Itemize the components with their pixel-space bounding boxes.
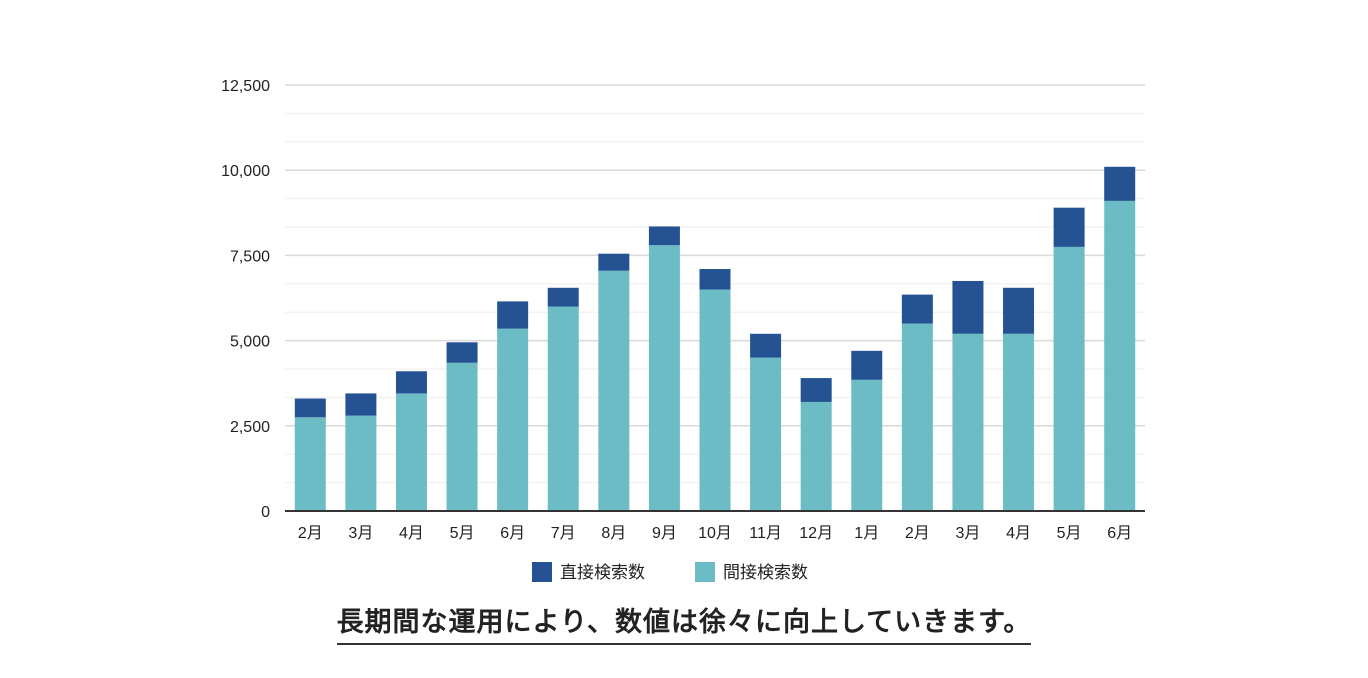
bar-segment-direct [1003, 287, 1035, 334]
legend-swatch-indirect [695, 562, 715, 582]
x-tick-label: 4月 [1006, 525, 1031, 542]
stacked-bar-chart: 0 2,500 5,000 7,500 10,000 12,500 2月 3月 4月 5月 6月 7月… [221, 78, 1145, 582]
x-tick-label: 1月 [854, 525, 879, 542]
x-tick-label: 2月 [298, 525, 323, 542]
bar-segment-indirect [1053, 246, 1085, 511]
bar-segment-direct [901, 294, 933, 324]
bar-segment-indirect [648, 245, 680, 511]
bar-segment-direct [1104, 166, 1136, 201]
bar-segment-direct [1053, 207, 1085, 247]
bar-segment-direct [294, 398, 326, 418]
x-tick-label: 2月 [905, 525, 930, 542]
legend-label-direct: 直接検索数 [560, 563, 645, 582]
bar-segment-indirect [395, 393, 427, 511]
x-tick-label: 3月 [348, 525, 373, 542]
bar-segment-indirect [851, 379, 883, 511]
x-tick-label: 12月 [799, 525, 833, 542]
bar-segment-direct [446, 342, 478, 363]
y-tick-label: 7,500 [230, 248, 270, 265]
x-tick-label: 3月 [955, 525, 980, 542]
bar-segment-indirect [952, 333, 984, 511]
y-tick-label: 10,000 [221, 163, 270, 180]
x-tick-label: 5月 [450, 525, 475, 542]
bar-segment-indirect [598, 270, 630, 511]
bar-segment-indirect [750, 357, 782, 511]
bar-segment-direct [699, 269, 731, 290]
x-tick-label: 11月 [749, 525, 782, 542]
bar-segment-indirect [294, 417, 326, 511]
bar-segment-direct [598, 253, 630, 271]
bar-segment-indirect [1003, 333, 1035, 511]
bar-segment-indirect [345, 415, 377, 511]
x-tick-label: 10月 [698, 525, 732, 542]
bar-segment-indirect [446, 362, 478, 511]
legend-swatch-direct [532, 562, 552, 582]
bar-segment-direct [952, 280, 984, 334]
bar-segment-direct [345, 393, 377, 416]
x-tick-label: 5月 [1057, 525, 1082, 542]
x-tick-label: 6月 [1107, 525, 1132, 542]
x-tick-label: 4月 [399, 525, 424, 542]
bar-segment-direct [547, 287, 579, 307]
y-tick-label: 5,000 [230, 334, 270, 351]
bar-segment-indirect [547, 306, 579, 511]
y-tick-label: 0 [261, 504, 270, 521]
bar-segment-indirect [901, 323, 933, 511]
x-tick-label: 8月 [601, 525, 626, 542]
bar-segment-direct [395, 371, 427, 394]
bar-segment-direct [648, 226, 680, 246]
bar-segment-indirect [800, 401, 832, 511]
bar-segment-direct [851, 350, 883, 380]
legend-label-indirect: 間接検索数 [723, 563, 808, 582]
bar-segment-direct [800, 378, 832, 402]
bar-segment-indirect [497, 328, 529, 511]
caption-text: 長期間な運用により、数値は徐々に向上していきます。 [336, 600, 1032, 645]
x-tick-label: 9月 [652, 525, 677, 542]
x-tick-label: 7月 [551, 525, 576, 542]
bar-segment-indirect [699, 289, 731, 511]
bar-segment-direct [497, 301, 529, 329]
x-tick-label: 6月 [500, 525, 525, 542]
y-tick-label: 12,500 [221, 78, 270, 95]
bar-segment-direct [750, 333, 782, 358]
bar-segment-indirect [1104, 200, 1136, 511]
y-tick-label: 2,500 [230, 419, 270, 436]
caption: 長期間な運用により、数値は徐々に向上していきます。 [0, 600, 1368, 645]
